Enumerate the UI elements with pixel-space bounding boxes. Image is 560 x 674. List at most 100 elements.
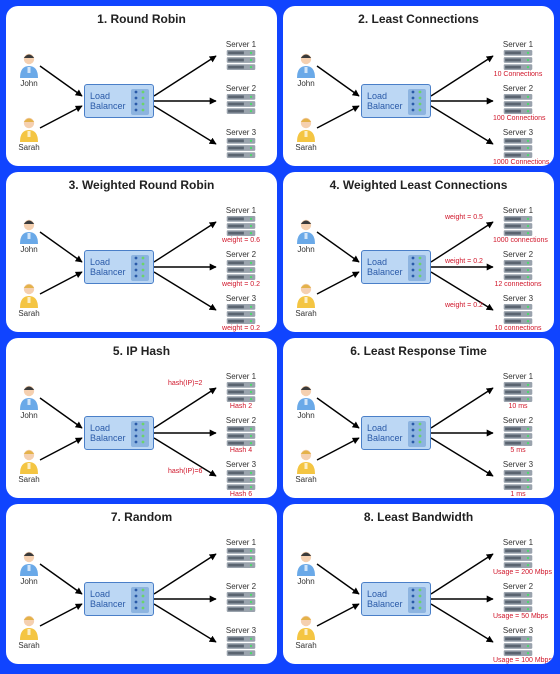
server-label: Server 2 bbox=[216, 416, 266, 425]
panel-title: 1. Round Robin bbox=[6, 6, 277, 26]
load-balancer: Load Balancer bbox=[84, 582, 154, 616]
server-node: Server 3 Hash 6 bbox=[216, 460, 266, 498]
server-caption: Hash 6 bbox=[216, 491, 266, 498]
user-icon: Sarah bbox=[293, 614, 319, 650]
user-label: John bbox=[16, 577, 42, 586]
server-caption: 5 ms bbox=[493, 447, 543, 454]
user-icon: Sarah bbox=[16, 282, 42, 318]
server-pre-caption: hash(IP)=6 bbox=[168, 468, 202, 475]
user-label: John bbox=[293, 577, 319, 586]
server-caption: weight = 0.2 bbox=[216, 325, 266, 332]
server-label: Server 1 bbox=[493, 372, 543, 381]
server-node: Server 1 bbox=[216, 538, 266, 569]
lb-label-line1: Load bbox=[367, 91, 403, 101]
load-balancer: Load Balancer bbox=[361, 582, 431, 616]
infographic-grid: 1. Round Robin John Sarah Load Balancer … bbox=[6, 6, 554, 664]
user-icon: John bbox=[16, 550, 42, 586]
server-node: Server 3 1000 Connections bbox=[493, 128, 543, 166]
lb-label-line1: Load bbox=[367, 589, 403, 599]
server-node: Server 1 10 Connections bbox=[493, 40, 543, 78]
user-label: John bbox=[16, 411, 42, 420]
panel-title: 5. IP Hash bbox=[6, 338, 277, 358]
server-label: Server 1 bbox=[493, 206, 543, 215]
user-label: Sarah bbox=[293, 475, 319, 484]
server-caption: 10 ms bbox=[493, 403, 543, 410]
user-label: John bbox=[293, 79, 319, 88]
diagram-stage: John Sarah Load Balancer Server 1 10 Con… bbox=[283, 26, 554, 166]
algorithm-panel: 5. IP Hash John Sarah Load Balancer Serv… bbox=[6, 338, 277, 498]
server-caption: 12 connections bbox=[493, 281, 543, 288]
panel-title: 2. Least Connections bbox=[283, 6, 554, 26]
diagram-stage: John Sarah Load Balancer Server 1 Server… bbox=[6, 26, 277, 166]
diagram-stage: John Sarah Load Balancer Server 1 Hash 2… bbox=[6, 358, 277, 498]
algorithm-panel: 8. Least Bandwidth John Sarah Load Balan… bbox=[283, 504, 554, 664]
diagram-stage: John Sarah Load Balancer Server 1 Server… bbox=[6, 524, 277, 664]
server-label: Server 3 bbox=[216, 460, 266, 469]
server-caption: weight = 0.2 bbox=[216, 281, 266, 288]
lb-label-line2: Balancer bbox=[90, 433, 126, 443]
user-icon: John bbox=[293, 218, 319, 254]
server-node: Server 2 5 ms bbox=[493, 416, 543, 454]
algorithm-panel: 6. Least Response Time John Sarah Load B… bbox=[283, 338, 554, 498]
algorithm-panel: 2. Least Connections John Sarah Load Bal… bbox=[283, 6, 554, 166]
user-icon: Sarah bbox=[293, 116, 319, 152]
lb-label-line2: Balancer bbox=[90, 267, 126, 277]
server-pre-caption: hash(IP)=2 bbox=[168, 380, 202, 387]
server-caption: Usage = 100 Mbps bbox=[493, 657, 543, 664]
server-label: Server 1 bbox=[216, 206, 266, 215]
server-node: Server 2 weight = 0.2 bbox=[216, 250, 266, 288]
server-node: Server 2 Usage = 50 Mbps bbox=[493, 582, 543, 620]
user-icon: John bbox=[293, 384, 319, 420]
lb-label-line2: Balancer bbox=[367, 599, 403, 609]
user-icon: John bbox=[16, 384, 42, 420]
server-node: Server 1 1000 connections bbox=[493, 206, 543, 244]
user-icon: John bbox=[293, 52, 319, 88]
server-caption: 100 Connections bbox=[493, 115, 543, 122]
server-label: Server 1 bbox=[493, 538, 543, 547]
server-node: Server 3 10 connections bbox=[493, 294, 543, 332]
algorithm-panel: 3. Weighted Round Robin John Sarah Load … bbox=[6, 172, 277, 332]
load-balancer: Load Balancer bbox=[84, 250, 154, 284]
load-balancer: Load Balancer bbox=[361, 84, 431, 118]
server-node: Server 2 Hash 4 bbox=[216, 416, 266, 454]
user-label: Sarah bbox=[16, 641, 42, 650]
user-label: Sarah bbox=[293, 143, 319, 152]
server-caption: Usage = 50 Mbps bbox=[493, 613, 543, 620]
server-label: Server 3 bbox=[493, 626, 543, 635]
server-pre-caption: weight = 0.2 bbox=[445, 302, 483, 309]
user-label: Sarah bbox=[16, 309, 42, 318]
panel-title: 7. Random bbox=[6, 504, 277, 524]
server-node: Server 1 10 ms bbox=[493, 372, 543, 410]
user-label: Sarah bbox=[16, 143, 42, 152]
server-label: Server 2 bbox=[493, 84, 543, 93]
server-node: Server 3 1 ms bbox=[493, 460, 543, 498]
server-label: Server 3 bbox=[493, 128, 543, 137]
server-node: Server 1 bbox=[216, 40, 266, 71]
lb-label-line1: Load bbox=[90, 589, 126, 599]
server-label: Server 2 bbox=[216, 84, 266, 93]
server-node: Server 2 100 Connections bbox=[493, 84, 543, 122]
server-label: Server 3 bbox=[216, 294, 266, 303]
server-caption: Usage = 200 Mbps bbox=[493, 569, 543, 576]
server-caption: 1 ms bbox=[493, 491, 543, 498]
user-icon: John bbox=[16, 218, 42, 254]
server-caption: 10 Connections bbox=[493, 71, 543, 78]
server-label: Server 1 bbox=[216, 40, 266, 49]
server-caption: 1000 Connections bbox=[493, 159, 543, 166]
server-node: Server 1 weight = 0.6 bbox=[216, 206, 266, 244]
user-label: John bbox=[293, 245, 319, 254]
user-label: John bbox=[293, 411, 319, 420]
server-node: Server 2 12 connections bbox=[493, 250, 543, 288]
panel-title: 4. Weighted Least Connections bbox=[283, 172, 554, 192]
user-icon: John bbox=[293, 550, 319, 586]
load-balancer: Load Balancer bbox=[84, 84, 154, 118]
user-icon: Sarah bbox=[293, 282, 319, 318]
lb-label-line1: Load bbox=[367, 257, 403, 267]
server-caption: Hash 4 bbox=[216, 447, 266, 454]
server-label: Server 1 bbox=[493, 40, 543, 49]
diagram-stage: John Sarah Load Balancer Server 1 Usage … bbox=[283, 524, 554, 664]
lb-label-line2: Balancer bbox=[90, 599, 126, 609]
lb-label-line1: Load bbox=[90, 91, 126, 101]
server-node: Server 3 Usage = 100 Mbps bbox=[493, 626, 543, 664]
server-node: Server 1 Hash 2 bbox=[216, 372, 266, 410]
